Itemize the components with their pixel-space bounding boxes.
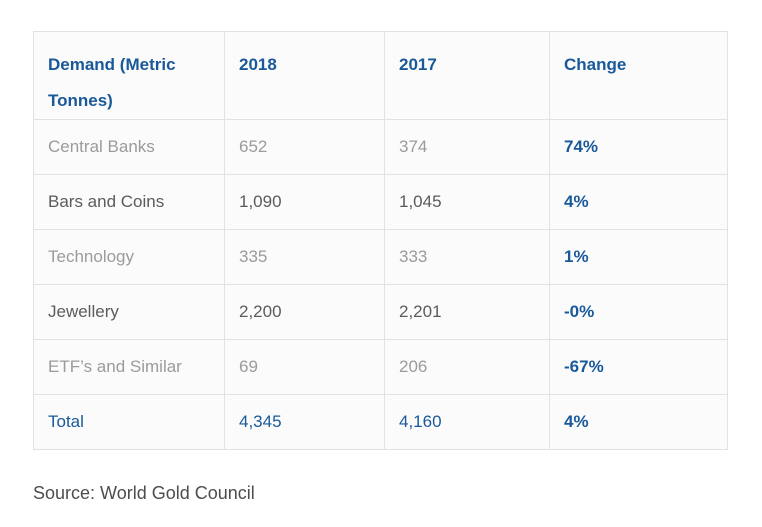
header-row: Demand (Metric Tonnes) 2018 2017 Change (33, 31, 728, 120)
table-row: Bars and Coins 1,090 1,045 4% (33, 174, 728, 230)
table-row: Central Banks 652 374 74% (33, 119, 728, 175)
demand-cell: Central Banks (33, 119, 225, 175)
table-row: Technology 335 333 1% (33, 229, 728, 285)
table-row: ETF’s and Similar 69 206 -67% (33, 339, 728, 395)
column-header: Demand (Metric Tonnes) (33, 31, 225, 120)
demand-cell: Total (33, 394, 225, 450)
y2018-cell: 1,090 (224, 174, 385, 230)
gold-demand-table: Demand (Metric Tonnes) 2018 2017 Change Cen… (33, 31, 728, 450)
demand-cell: Jewellery (33, 284, 225, 340)
source-note: Source: World Gold Council (33, 483, 255, 503)
y2017-cell: 333 (384, 229, 550, 285)
y2017-cell: 1,045 (384, 174, 550, 230)
column-header: 2017 (384, 31, 550, 120)
demand-cell: Bars and Coins (33, 174, 225, 230)
column-header: 2018 (224, 31, 385, 120)
change-cell: 1% (549, 229, 728, 285)
y2018-cell: 652 (224, 119, 385, 175)
y2018-cell: 69 (224, 339, 385, 395)
page: Demand (Metric Tonnes) 2018 2017 Change Cen… (33, 31, 728, 503)
y2017-cell: 2,201 (384, 284, 550, 340)
y2018-cell: 335 (224, 229, 385, 285)
demand-cell: Technology (33, 229, 225, 285)
table-row: Total 4,345 4,160 4% (33, 394, 728, 450)
demand-cell: ETF’s and Similar (33, 339, 225, 395)
column-header: Change (549, 31, 728, 120)
change-cell: 4% (549, 394, 728, 450)
change-cell: -0% (549, 284, 728, 340)
y2018-cell: 4,345 (224, 394, 385, 450)
change-cell: 74% (549, 119, 728, 175)
y2017-cell: 206 (384, 339, 550, 395)
y2017-cell: 4,160 (384, 394, 550, 450)
change-cell: -67% (549, 339, 728, 395)
y2017-cell: 374 (384, 119, 550, 175)
y2018-cell: 2,200 (224, 284, 385, 340)
change-cell: 4% (549, 174, 728, 230)
table-body: Central Banks 652 374 74% Bars and Coins 1,09… (33, 119, 728, 450)
table-row: Jewellery 2,200 2,201 -0% (33, 284, 728, 340)
